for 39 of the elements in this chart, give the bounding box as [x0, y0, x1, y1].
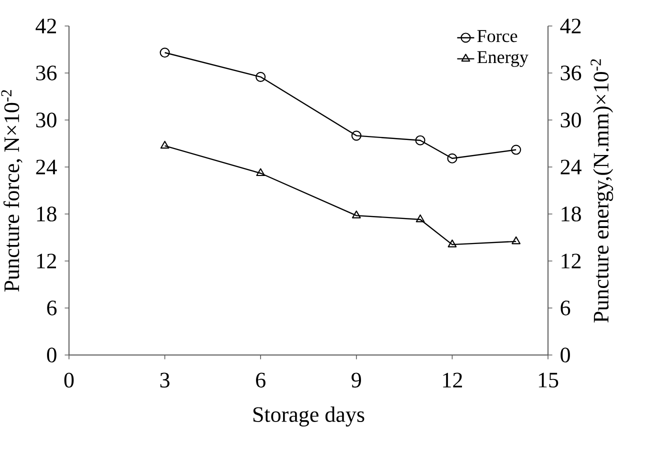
- point: [160, 48, 170, 58]
- point: [416, 214, 425, 222]
- y-tick-label: 42: [36, 18, 56, 34]
- y2-axis-title: Puncture energy,(N.mm)×10$^{-2}$: [590, 59, 614, 322]
- y2-tick-label: 6: [560, 300, 570, 316]
- point: [511, 144, 522, 155]
- point: [352, 210, 361, 218]
- legend-label: Energy: [477, 51, 528, 67]
- point: [447, 153, 458, 164]
- y2-tick-label: 42: [560, 18, 581, 34]
- y2-tick-label: 30: [560, 112, 581, 128]
- y2-tick-label: 36: [560, 66, 582, 80]
- y-tick-label: 18: [37, 206, 56, 222]
- y2-tick-label: 24: [560, 160, 582, 174]
- point: [256, 72, 266, 82]
- x-tick-label: 3: [160, 372, 170, 388]
- y2-tick-label: 0: [560, 348, 570, 362]
- x-tick-label: 6: [256, 372, 266, 388]
- y-axis-title: Puncture force, N×10$^{-2}$: [1, 90, 22, 292]
- y-tick-label: 6: [47, 300, 57, 316]
- y2-tick-label: 12: [562, 254, 581, 268]
- point: [512, 236, 521, 244]
- y-tick-label: 0: [47, 348, 56, 362]
- y-tick-label: 12: [37, 254, 56, 268]
- x-tick-label: 0: [64, 372, 74, 388]
- x-tick-label: 15: [538, 372, 558, 388]
- point: [351, 130, 362, 141]
- x-tick-label: 12: [443, 372, 462, 388]
- point: [448, 240, 457, 248]
- y-tick-label: 36: [36, 66, 57, 80]
- point: [415, 135, 426, 146]
- y-tick-label: 30: [36, 112, 56, 128]
- x-axis-title: Storage days: [253, 406, 364, 427]
- point: [256, 168, 266, 176]
- legend-label: Force: [477, 30, 518, 42]
- x-tick-label: 9: [352, 372, 361, 388]
- point: [160, 140, 170, 149]
- y-tick-label: 24: [36, 160, 57, 174]
- y2-tick-label: 18: [562, 206, 581, 222]
